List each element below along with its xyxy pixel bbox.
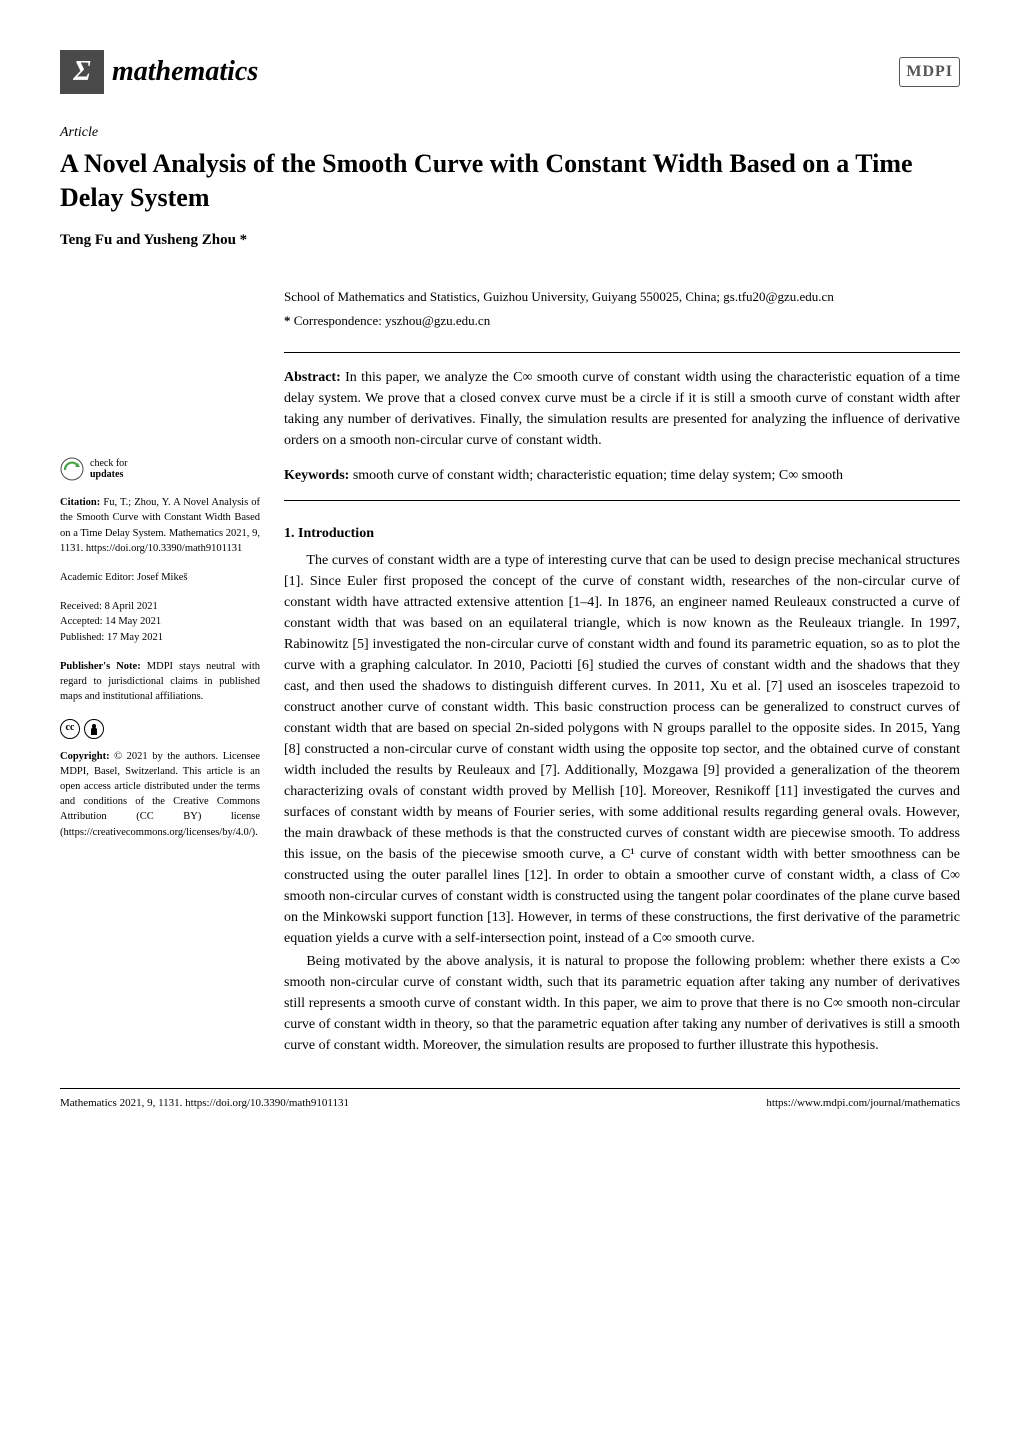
abstract-block: Abstract: In this paper, we analyze the … — [284, 367, 960, 451]
publishers-note-block: Publisher's Note: MDPI stays neutral wit… — [60, 659, 260, 705]
affiliation: School of Mathematics and Statistics, Gu… — [284, 287, 960, 307]
copyright-label: Copyright: — [60, 751, 110, 762]
correspondence: * Correspondence: yszhou@gzu.edu.cn — [284, 311, 960, 331]
keywords-label: Keywords: — [284, 468, 349, 483]
article-title: A Novel Analysis of the Smooth Curve wit… — [60, 147, 960, 215]
editor-label: Academic Editor: — [60, 572, 134, 583]
copyright-block: Copyright: © 2021 by the authors. Licens… — [60, 749, 260, 840]
copyright-text: © 2021 by the authors. Licensee MDPI, Ba… — [60, 751, 260, 838]
keywords-block: Keywords: smooth curve of constant width… — [284, 465, 960, 486]
correspondence-text: Correspondence: yszhou@gzu.edu.cn — [294, 313, 490, 328]
journal-logo-block: Σ mathematics — [60, 50, 258, 94]
main-column: School of Mathematics and Statistics, Gu… — [284, 287, 960, 1058]
footer-left: Mathematics 2021, 9, 1131. https://doi.o… — [60, 1095, 349, 1112]
accepted-label: Accepted: — [60, 616, 103, 627]
cc-icon: cc — [60, 719, 80, 739]
published-label: Published: — [60, 632, 104, 643]
mdpi-logo-icon: MDPI — [899, 57, 960, 87]
citation-label: Citation: — [60, 497, 100, 508]
footer: Mathematics 2021, 9, 1131. https://doi.o… — [60, 1088, 960, 1112]
intro-paragraph-2: Being motivated by the above analysis, i… — [284, 951, 960, 1056]
editor-block: Academic Editor: Josef Mikeš — [60, 570, 260, 585]
intro-paragraph-1: The curves of constant width are a type … — [284, 550, 960, 949]
abstract-text: In this paper, we analyze the C∞ smooth … — [284, 370, 960, 448]
received-label: Received: — [60, 601, 102, 612]
authors: Teng Fu and Yusheng Zhou * — [60, 229, 960, 252]
check-updates-label: check for updates — [90, 458, 127, 480]
editor-text: Josef Mikeš — [137, 572, 187, 583]
correspondence-star: * — [284, 313, 291, 328]
sigma-logo-icon: Σ — [60, 50, 104, 94]
published-text: 17 May 2021 — [107, 632, 163, 643]
abstract-label: Abstract: — [284, 370, 341, 385]
check-updates-line1: check for — [90, 458, 127, 469]
footer-right: https://www.mdpi.com/journal/mathematics — [766, 1095, 960, 1112]
section-heading-intro: 1. Introduction — [284, 523, 960, 544]
dates-block: Received: 8 April 2021 Accepted: 14 May … — [60, 599, 260, 645]
accepted-text: 14 May 2021 — [105, 616, 161, 627]
pubnote-label: Publisher's Note: — [60, 661, 141, 672]
check-updates-badge[interactable]: check for updates — [60, 457, 260, 481]
check-updates-line2: updates — [90, 469, 127, 480]
article-type: Article — [60, 122, 960, 143]
keywords-text: smooth curve of constant width; characte… — [353, 468, 843, 483]
check-updates-icon — [60, 457, 84, 481]
journal-name: mathematics — [112, 51, 258, 93]
by-icon — [84, 719, 104, 739]
citation-block: Citation: Fu, T.; Zhou, Y. A Novel Analy… — [60, 495, 260, 556]
rule-top — [284, 352, 960, 353]
sidebar: check for updates Citation: Fu, T.; Zhou… — [60, 287, 260, 1058]
rule-bottom — [284, 500, 960, 501]
cc-license-badge[interactable]: cc — [60, 719, 260, 739]
received-text: 8 April 2021 — [105, 601, 158, 612]
header: Σ mathematics MDPI — [60, 50, 960, 94]
